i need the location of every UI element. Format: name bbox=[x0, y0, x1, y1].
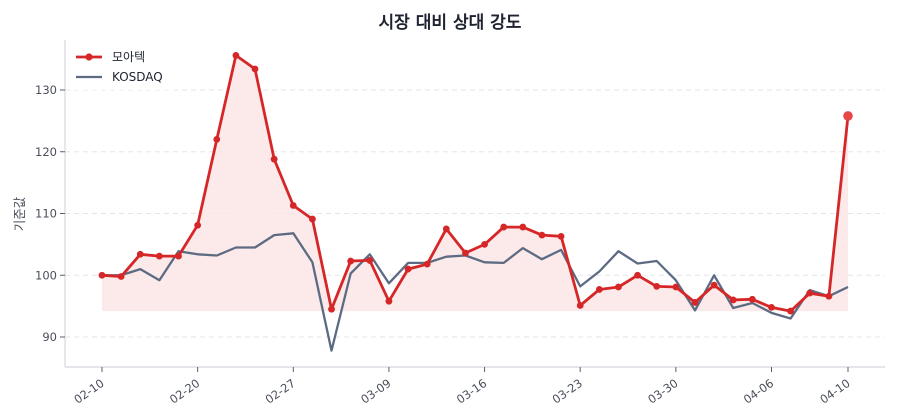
stock-line bbox=[101, 54, 850, 313]
data-point-marker bbox=[232, 52, 240, 59]
data-point-marker bbox=[595, 286, 603, 293]
data-point-marker bbox=[748, 295, 756, 303]
data-point-marker bbox=[615, 283, 622, 291]
x-tick-label: 02-20 bbox=[167, 376, 202, 407]
x-axis-ticks: 02-10 02-20 02-27 03-09 03-16 03-23 03-30 04-06… bbox=[71, 367, 853, 407]
y-axis-ticks: 90 100 110 120 130 bbox=[35, 83, 65, 344]
data-point-marker bbox=[347, 257, 355, 265]
data-point-marker bbox=[462, 249, 469, 257]
data-point-marker bbox=[519, 223, 527, 231]
data-point-marker bbox=[194, 221, 202, 229]
data-point-marker bbox=[309, 215, 316, 223]
y-tick-label: 110 bbox=[35, 207, 57, 221]
legend-item-stock: 모아텍 bbox=[112, 50, 145, 64]
data-point-marker bbox=[175, 252, 182, 260]
data-point-marker bbox=[691, 299, 699, 306]
data-point-marker bbox=[557, 232, 565, 240]
data-point-marker bbox=[843, 111, 853, 121]
data-point-marker bbox=[136, 250, 144, 258]
data-point-marker bbox=[117, 273, 125, 280]
y-tick-label: 90 bbox=[42, 330, 57, 344]
data-point-marker bbox=[825, 292, 833, 300]
data-point-marker bbox=[806, 289, 814, 297]
x-tick-label: 03-23 bbox=[550, 376, 585, 407]
data-point-marker bbox=[500, 223, 508, 231]
data-point-marker bbox=[481, 240, 488, 248]
y-tick-label: 100 bbox=[35, 268, 57, 282]
data-point-marker bbox=[787, 307, 795, 315]
data-point-marker bbox=[366, 257, 374, 264]
chart-title: 시장 대비 상대 강도 bbox=[379, 13, 522, 33]
data-point-marker bbox=[155, 252, 163, 260]
data-point-marker bbox=[538, 231, 546, 239]
x-tick-label: 03-30 bbox=[645, 376, 680, 407]
legend-item-kosdaq: KOSDAQ bbox=[112, 70, 163, 84]
data-point-marker bbox=[729, 296, 737, 304]
data-point-marker bbox=[98, 271, 106, 279]
y-tick-label: 130 bbox=[35, 83, 57, 97]
axes bbox=[64, 40, 885, 368]
data-point-marker bbox=[653, 282, 661, 290]
x-tick-label: 03-09 bbox=[358, 376, 393, 407]
data-point-marker bbox=[768, 303, 775, 311]
data-point-marker bbox=[289, 202, 297, 209]
x-tick-label: 02-27 bbox=[263, 376, 298, 407]
data-point-marker bbox=[423, 260, 431, 268]
data-point-marker bbox=[634, 271, 641, 279]
relative-strength-fill bbox=[102, 55, 848, 312]
stock-markers bbox=[98, 52, 853, 315]
data-point-marker bbox=[328, 305, 335, 313]
data-point-marker bbox=[576, 302, 584, 309]
data-point-marker bbox=[710, 281, 718, 289]
legend: 모아텍 KOSDAQ bbox=[68, 44, 178, 90]
data-point-marker bbox=[442, 225, 450, 233]
data-point-marker bbox=[672, 283, 680, 291]
data-point-marker bbox=[251, 65, 259, 73]
data-point-marker bbox=[404, 265, 412, 273]
x-tick-label: 02-10 bbox=[71, 376, 106, 407]
x-tick-label: 04-10 bbox=[817, 376, 852, 407]
data-point-marker bbox=[270, 155, 278, 163]
data-point-marker bbox=[385, 297, 393, 305]
y-axis-label: 기준값 bbox=[12, 196, 27, 231]
x-tick-label: 04-06 bbox=[741, 376, 776, 407]
y-tick-label: 120 bbox=[35, 145, 57, 159]
x-tick-label: 03-16 bbox=[454, 376, 489, 407]
data-point-marker bbox=[213, 136, 221, 143]
legend-stock-marker-icon bbox=[85, 53, 93, 61]
